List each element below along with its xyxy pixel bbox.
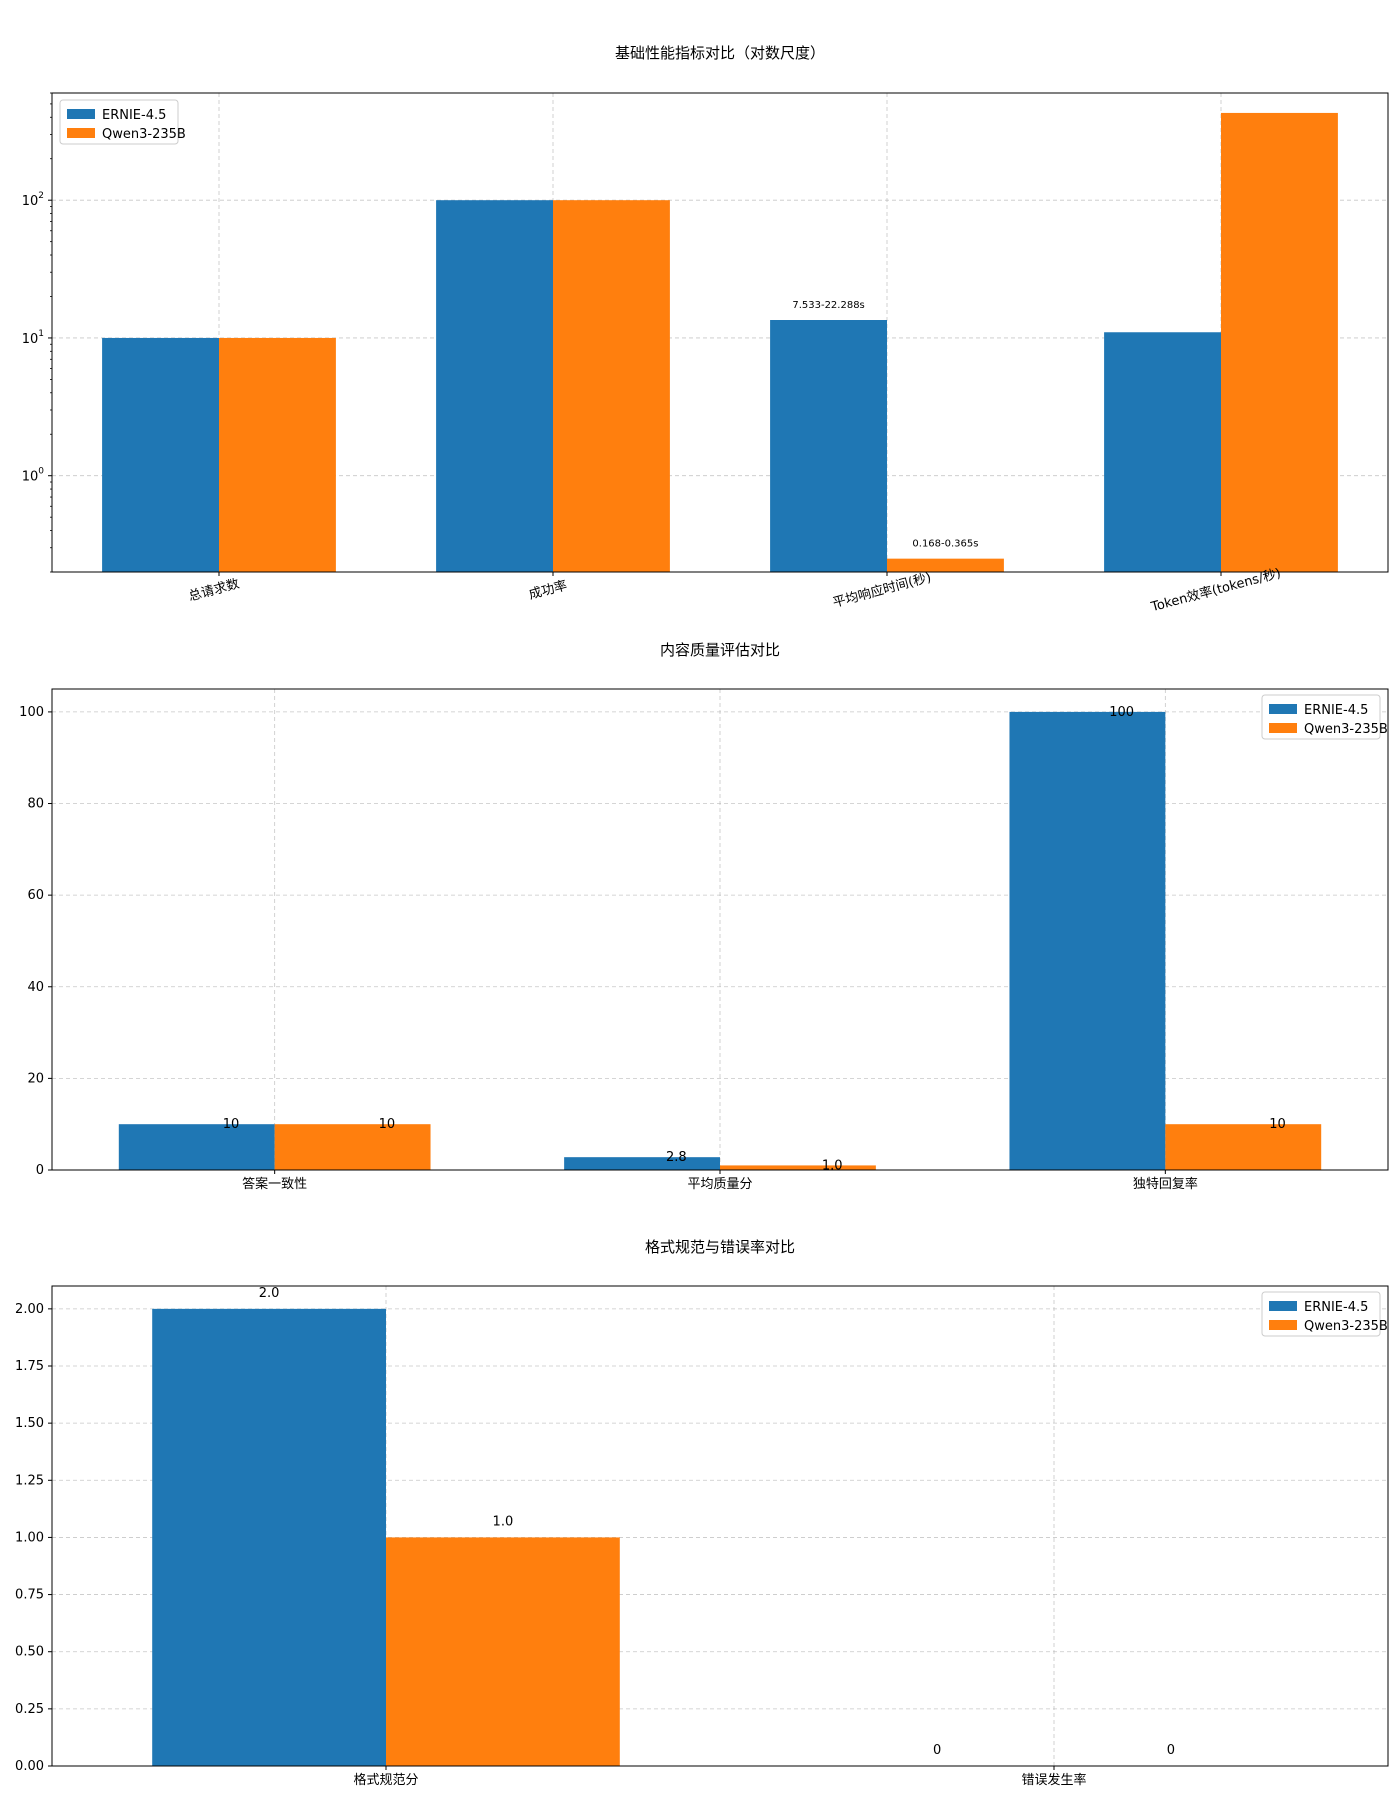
bar-qwen3-235b-2 bbox=[553, 200, 670, 572]
data-label: 2.0 bbox=[259, 1286, 280, 1301]
data-label: 10 bbox=[1269, 1117, 1286, 1132]
y-tick-label: 0.25 bbox=[15, 1702, 44, 1717]
bar-qwen3-235b-1 bbox=[386, 1537, 620, 1766]
legend-swatch bbox=[1269, 704, 1297, 714]
y-tick-label: 1.00 bbox=[15, 1530, 44, 1545]
y-tick-label: 1.25 bbox=[15, 1473, 44, 1488]
y-tick-label: 60 bbox=[27, 888, 44, 903]
legend-label: ERNIE-4.5 bbox=[102, 108, 166, 123]
y-tick-label: 1.75 bbox=[15, 1359, 44, 1374]
x-tick-label: 错误发生率 bbox=[1021, 1772, 1086, 1788]
x-tick-label: 总请求数 bbox=[187, 577, 241, 605]
bar-ernie-4-5-2 bbox=[436, 200, 553, 572]
chart-title: 格式规范与错误率对比 bbox=[645, 1238, 795, 1256]
bar-ernie-4-5-1 bbox=[102, 337, 219, 572]
y-tick-label: 80 bbox=[27, 797, 44, 812]
bar-ernie-4-5-2 bbox=[564, 1157, 720, 1170]
bar-annotation: 7.533-22.288s bbox=[792, 300, 864, 311]
legend-label: Qwen3-235B bbox=[1304, 1319, 1388, 1334]
x-tick-label: 答案一致性 bbox=[242, 1176, 307, 1192]
chart-title: 基础性能指标对比（对数尺度） bbox=[615, 44, 825, 62]
bar-qwen3-235b-4 bbox=[1221, 112, 1338, 573]
y-tick-label: 20 bbox=[27, 1071, 44, 1086]
chart-panel-3: 格式规范与错误率对比2.001.000.000.250.500.751.001.… bbox=[15, 1238, 1389, 1788]
chart-panel-1: 基础性能指标对比（对数尺度） 7.533-22.288s 0.168-0.365s 1… bbox=[22, 44, 1389, 615]
chart-panel-2: 内容质量评估对比102.8100101.010020406080100答案一致性… bbox=[19, 641, 1389, 1192]
y-tick-label: 0.75 bbox=[15, 1588, 44, 1603]
bar-annotation: 0.168-0.365s bbox=[912, 539, 978, 550]
legend-label: ERNIE-4.5 bbox=[1304, 1300, 1368, 1315]
y-tick-label: 0.50 bbox=[15, 1645, 44, 1660]
bar-ernie-4-5-1 bbox=[152, 1308, 386, 1766]
chart-title: 内容质量评估对比 bbox=[660, 641, 780, 659]
legend-label: ERNIE-4.5 bbox=[1304, 703, 1368, 718]
x-tick-label: 成功率 bbox=[527, 577, 569, 603]
data-label: 100 bbox=[1109, 705, 1134, 720]
bar-qwen3-235b-3 bbox=[887, 558, 1004, 572]
bar-ernie-4-5-4 bbox=[1104, 332, 1221, 572]
legend-label: Qwen3-235B bbox=[1304, 722, 1388, 737]
bar-qwen3-235b-2 bbox=[720, 1165, 876, 1170]
y-tick-label: 0.00 bbox=[15, 1759, 44, 1774]
y-tick-label: 1.50 bbox=[15, 1416, 44, 1431]
y-tick-label: 102 bbox=[22, 191, 44, 209]
bar-qwen3-235b-3 bbox=[1165, 1124, 1322, 1170]
legend-label: Qwen3-235B bbox=[102, 127, 186, 142]
y-tick-label: 101 bbox=[22, 329, 44, 347]
data-label: 10 bbox=[379, 1117, 396, 1132]
bar-qwen3-235b-1 bbox=[274, 1124, 431, 1170]
x-tick-label: Token效率(tokens/秒) bbox=[1148, 565, 1282, 615]
x-tick-label: 平均响应时间(秒) bbox=[831, 569, 933, 611]
bar-qwen3-235b-1 bbox=[219, 337, 336, 572]
y-tick-label: 100 bbox=[22, 467, 45, 485]
x-tick-label: 平均质量分 bbox=[687, 1177, 752, 1192]
y-tick-label: 2.00 bbox=[15, 1302, 44, 1317]
data-label: 0 bbox=[1167, 1743, 1175, 1758]
bar-ernie-4-5-3 bbox=[1009, 711, 1166, 1170]
data-label: 0 bbox=[933, 1743, 941, 1758]
legend-swatch bbox=[1269, 1301, 1297, 1311]
legend-swatch bbox=[67, 109, 95, 119]
axes-frame bbox=[51, 1285, 1389, 1767]
data-label: 10 bbox=[223, 1117, 240, 1132]
data-label: 1.0 bbox=[822, 1158, 843, 1173]
y-tick-label: 40 bbox=[27, 980, 44, 995]
bar-ernie-4-5-1 bbox=[118, 1124, 275, 1170]
legend-swatch bbox=[1269, 723, 1297, 733]
y-tick-label: 100 bbox=[19, 705, 44, 720]
axes-frame bbox=[51, 92, 1389, 573]
data-label: 1.0 bbox=[493, 1514, 514, 1529]
bar-ernie-4-5-3 bbox=[770, 319, 887, 572]
legend-swatch bbox=[1269, 1320, 1297, 1330]
y-tick-label: 0 bbox=[36, 1163, 44, 1178]
legend-swatch bbox=[67, 128, 95, 138]
x-tick-label: 独特回复率 bbox=[1133, 1176, 1198, 1192]
data-label: 2.8 bbox=[666, 1150, 687, 1165]
x-tick-label: 格式规范分 bbox=[353, 1772, 418, 1788]
